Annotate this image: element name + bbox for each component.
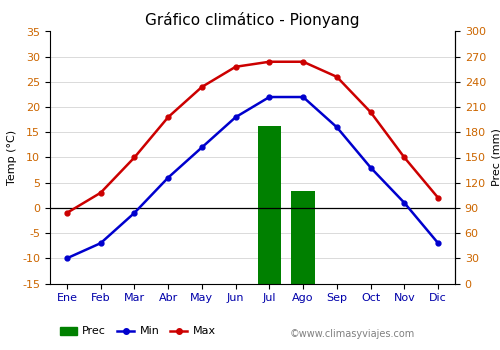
Bar	[122, 284, 146, 347]
Bar	[325, 284, 348, 321]
Bar	[224, 284, 248, 299]
Legend: Prec, Min, Max: Prec, Min, Max	[56, 322, 220, 341]
Bar	[89, 284, 112, 348]
Bar	[359, 284, 382, 336]
Bar	[190, 284, 214, 320]
Bar	[258, 126, 281, 284]
Bar	[426, 284, 450, 349]
Y-axis label: Temp (°C): Temp (°C)	[6, 130, 16, 185]
Bar	[392, 284, 416, 338]
Bar	[292, 191, 315, 284]
Y-axis label: Prec (mm): Prec (mm)	[492, 128, 500, 187]
Bar	[156, 284, 180, 329]
Title: Gráfico climático - Pionyang: Gráfico climático - Pionyang	[145, 12, 360, 28]
Bar	[55, 284, 78, 350]
Text: ©www.climasyviajes.com: ©www.climasyviajes.com	[290, 329, 415, 339]
